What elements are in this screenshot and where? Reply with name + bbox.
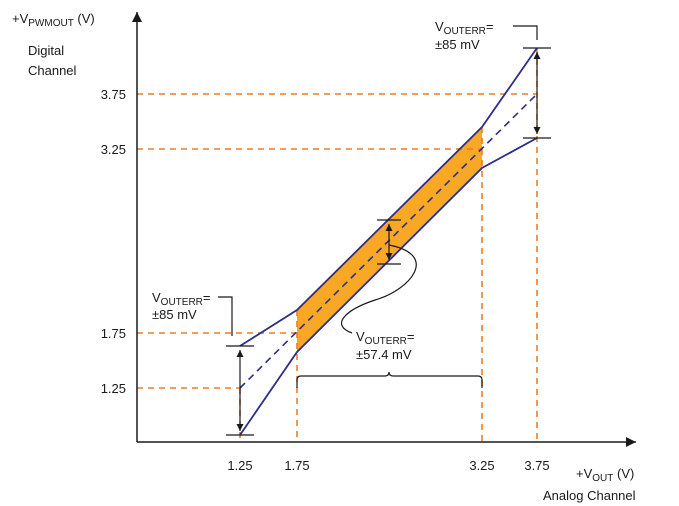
x-tick-3-25: 3.25 [469,458,494,473]
right-error-marker [513,25,551,139]
y-tick-3-75: 3.75 [101,87,126,102]
middle-error-label: VOUTERR= [356,329,415,347]
left-error-value: ±85 mV [152,307,197,322]
left-error-marker [218,296,254,436]
y-axis-caption-line2: Channel [28,63,77,78]
right-error-label: VOUTERR= [435,19,494,37]
x-tick-1-25: 1.25 [227,458,252,473]
left-error-label: VOUTERR= [152,290,211,308]
lower-limit-line [239,137,538,436]
guide-lines [137,48,538,442]
span-bracket [296,371,483,388]
middle-error-value: ±57.4 mV [356,347,412,362]
y-axis-caption-line1: Digital [28,43,64,58]
x-tick-1-75: 1.75 [284,458,309,473]
x-axis-label: +VOUT (V) [576,466,634,484]
y-tick-1-25: 1.25 [101,381,126,396]
right-error-value: ±85 mV [435,37,480,52]
y-tick-3-25: 3.25 [101,142,126,157]
middle-error-marker [296,219,483,388]
y-axis-label: +VPWMOUT (V) [12,11,95,29]
x-tick-3-75: 3.75 [524,458,549,473]
x-axis-caption: Analog Channel [543,488,636,503]
y-tick-1-75: 1.75 [101,326,126,341]
upper-limit-line [239,47,538,347]
